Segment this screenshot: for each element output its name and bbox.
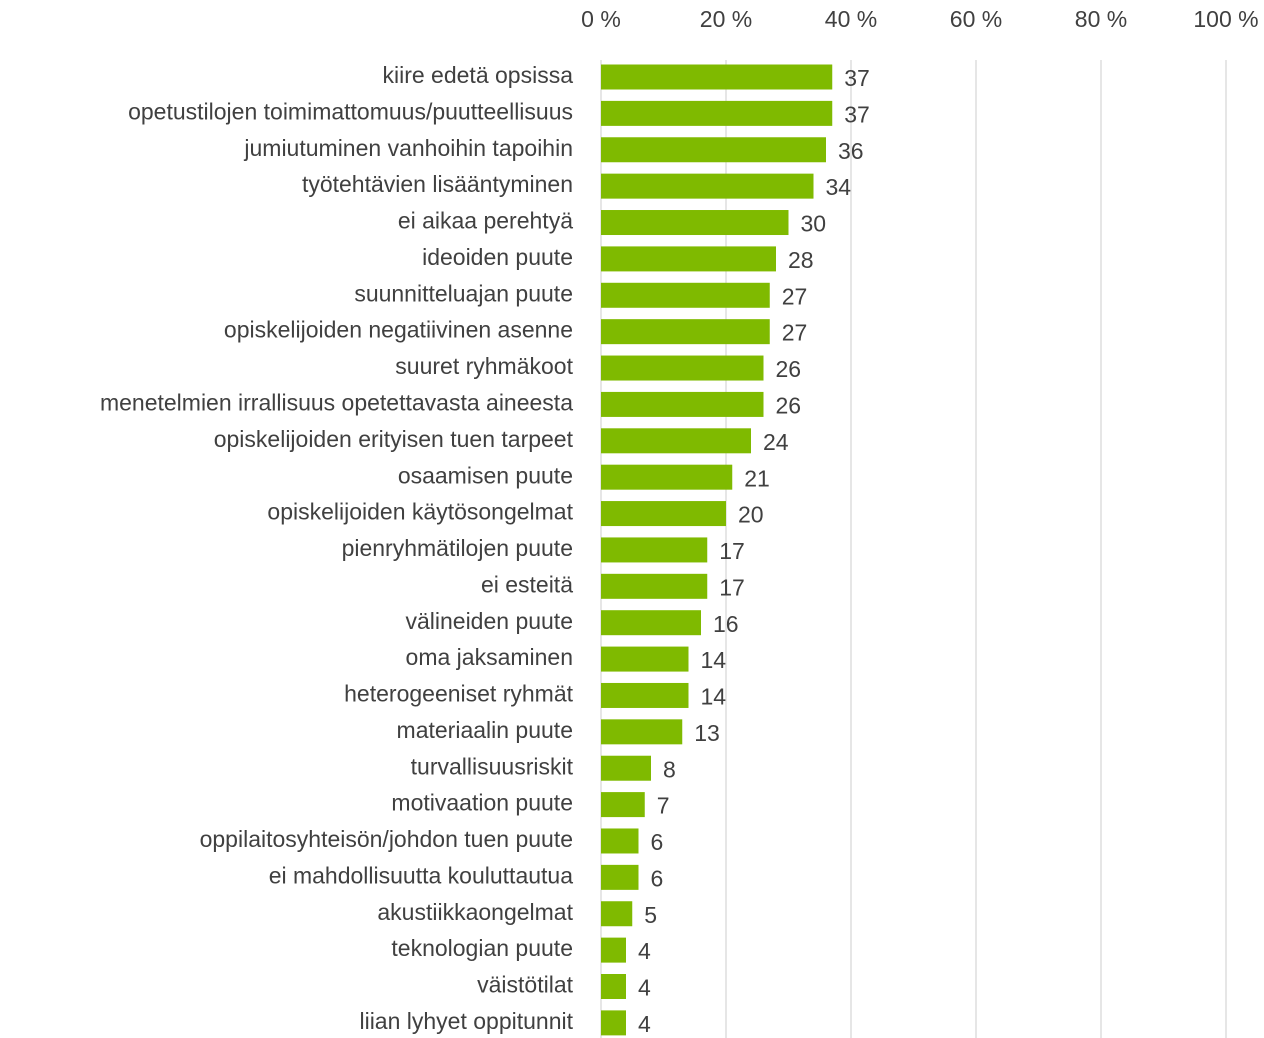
y-tick-label: akustiikkaongelmat — [377, 899, 573, 925]
y-tick-label: välineiden puute — [405, 608, 573, 634]
x-tick-label: 100 % — [1193, 6, 1258, 32]
y-tick-label: kiire edetä opsissa — [383, 62, 574, 88]
data-label: 34 — [826, 174, 852, 200]
data-label: 20 — [738, 502, 764, 528]
bar — [601, 828, 639, 854]
data-label: 16 — [713, 611, 739, 637]
data-label: 8 — [663, 756, 676, 782]
bar — [601, 974, 626, 999]
data-label: 7 — [657, 793, 670, 819]
bar — [601, 719, 683, 745]
data-label: 4 — [638, 975, 651, 1001]
bar — [601, 428, 751, 454]
data-label: 6 — [651, 865, 664, 891]
bar — [601, 137, 826, 163]
bar — [601, 610, 701, 636]
bar — [601, 64, 833, 90]
bar — [601, 391, 764, 417]
y-tick-label: materiaalin puute — [397, 717, 573, 743]
y-tick-label: menetelmien irrallisuus opetettavasta ai… — [100, 389, 573, 415]
bar — [601, 210, 789, 236]
y-tick-label: opiskelijoiden käytösongelmat — [267, 499, 573, 525]
y-tick-label: väistötilat — [477, 972, 573, 998]
data-label: 27 — [782, 283, 808, 309]
y-tick-label: ei aikaa perehtyä — [398, 208, 573, 234]
bar — [601, 646, 689, 672]
y-tick-label: ei mahdollisuutta kouluttautua — [269, 862, 574, 888]
bar — [601, 100, 833, 126]
y-tick-label: oppilaitosyhteisön/johdon tuen puute — [200, 826, 573, 852]
data-label: 30 — [801, 211, 827, 237]
data-label: 17 — [719, 574, 745, 600]
x-tick-label: 0 % — [581, 6, 621, 32]
bar — [601, 573, 708, 599]
y-tick-label: opiskelijoiden erityisen tuen tarpeet — [214, 426, 574, 452]
y-tick-label: heterogeeniset ryhmät — [344, 681, 573, 707]
bar — [601, 282, 770, 308]
y-tick-label: opetustilojen toimimattomuus/puutteellis… — [128, 98, 573, 124]
y-tick-label: oma jaksaminen — [406, 644, 573, 670]
data-label: 4 — [638, 1011, 651, 1037]
y-tick-label: suuret ryhmäkoot — [395, 353, 573, 379]
y-tick-label: motivaation puute — [391, 790, 573, 816]
data-label: 14 — [701, 647, 727, 673]
x-tick-label: 20 % — [700, 6, 752, 32]
data-label: 37 — [844, 101, 870, 127]
bar — [601, 901, 633, 927]
bar — [601, 864, 639, 890]
y-tick-label: turvallisuusriskit — [411, 753, 574, 779]
y-tick-label: pienryhmätilojen puute — [342, 535, 573, 561]
bar — [601, 1010, 626, 1036]
y-tick-label: osaamisen puute — [398, 462, 573, 488]
bar — [601, 173, 814, 199]
y-tick-label: jumiutuminen vanhoihin tapoihin — [243, 135, 573, 161]
x-tick-label: 80 % — [1075, 6, 1127, 32]
y-tick-label: työtehtävien lisääntyminen — [302, 171, 573, 197]
data-label: 21 — [744, 465, 770, 491]
data-label: 28 — [788, 247, 814, 273]
data-label: 5 — [644, 902, 657, 928]
x-tick-label: 60 % — [950, 6, 1002, 32]
y-tick-label: suunnitteluajan puute — [354, 280, 573, 306]
bar — [601, 682, 689, 708]
y-tick-label: ideoiden puute — [422, 244, 573, 270]
data-label: 14 — [701, 684, 727, 710]
data-label: 26 — [776, 356, 802, 382]
y-tick-label: opiskelijoiden negatiivinen asenne — [224, 317, 573, 343]
data-label: 27 — [782, 320, 808, 346]
bar — [601, 355, 764, 381]
bar — [601, 537, 708, 563]
bar — [601, 755, 651, 781]
bar — [601, 792, 645, 818]
y-tick-label: teknologian puute — [391, 935, 573, 961]
x-tick-label: 40 % — [825, 6, 877, 32]
data-label: 4 — [638, 938, 651, 964]
bar — [601, 319, 770, 345]
data-label: 24 — [763, 429, 789, 455]
bar — [601, 937, 626, 963]
bar — [601, 246, 776, 272]
bar — [601, 464, 733, 490]
data-label: 17 — [719, 538, 745, 564]
data-label: 6 — [651, 829, 664, 855]
y-tick-label: ei esteitä — [481, 571, 573, 597]
bar — [601, 501, 726, 527]
data-label: 37 — [844, 65, 870, 91]
data-label: 36 — [838, 138, 864, 164]
data-label: 13 — [694, 720, 720, 746]
y-tick-label: liian lyhyet oppitunnit — [359, 1008, 573, 1034]
data-label: 26 — [776, 392, 802, 418]
